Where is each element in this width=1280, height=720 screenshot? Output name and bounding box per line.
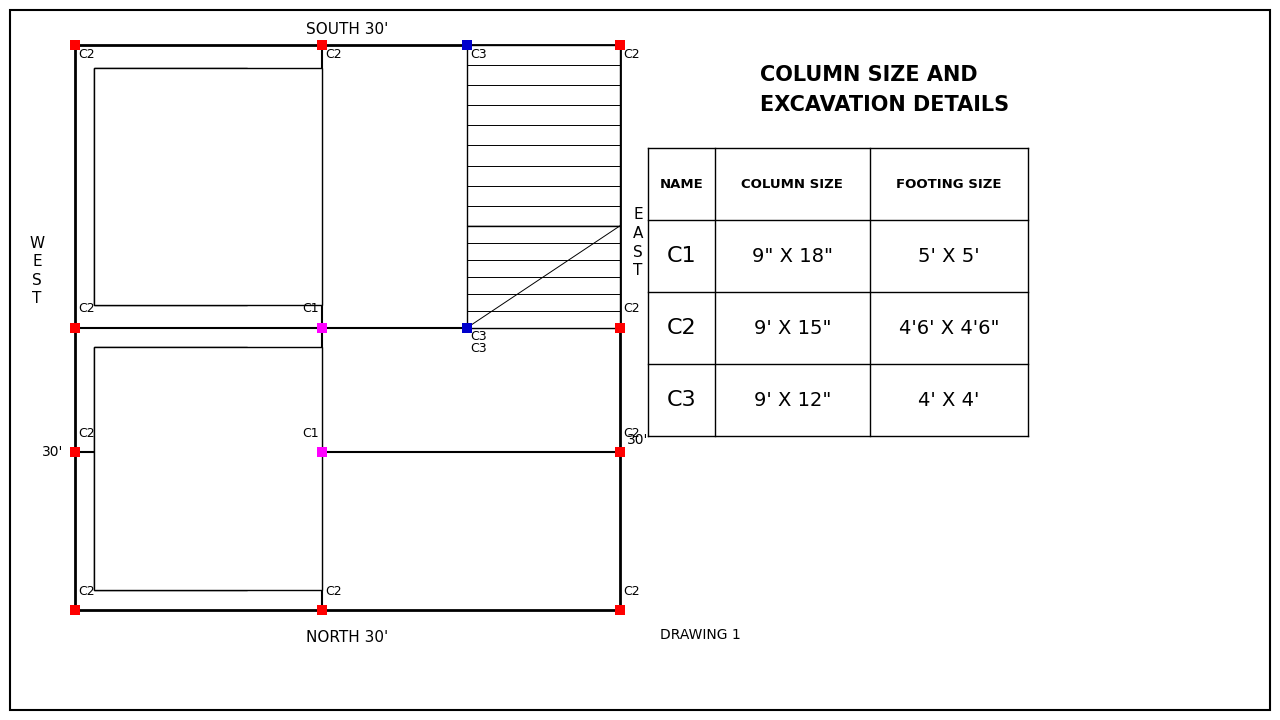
- Text: DRAWING 1: DRAWING 1: [660, 628, 741, 642]
- Text: C2: C2: [78, 427, 95, 440]
- Bar: [614, 447, 625, 456]
- Text: COLUMN SIZE AND: COLUMN SIZE AND: [760, 65, 978, 85]
- Text: 9" X 18": 9" X 18": [751, 246, 833, 266]
- Text: C2: C2: [78, 585, 95, 598]
- Bar: [317, 323, 326, 333]
- Bar: [70, 40, 79, 50]
- Text: 9' X 12": 9' X 12": [754, 390, 831, 410]
- Text: C2: C2: [78, 48, 95, 61]
- Bar: [467, 226, 620, 328]
- Text: NORTH 30': NORTH 30': [306, 630, 389, 645]
- Text: 30': 30': [42, 445, 64, 459]
- Text: EXCAVATION DETAILS: EXCAVATION DETAILS: [760, 95, 1009, 115]
- Text: 5' X 5': 5' X 5': [918, 246, 980, 266]
- Text: 9' X 15": 9' X 15": [754, 318, 831, 338]
- Text: C3: C3: [471, 330, 486, 343]
- Text: 4'6' X 4'6": 4'6' X 4'6": [899, 318, 1000, 338]
- Text: C2: C2: [325, 585, 342, 598]
- Text: E
A
S
T: E A S T: [632, 207, 643, 278]
- Text: C3: C3: [667, 390, 696, 410]
- Text: COLUMN SIZE: COLUMN SIZE: [741, 178, 844, 191]
- Bar: [462, 40, 472, 50]
- Text: W
E
S
T: W E S T: [29, 235, 45, 307]
- Bar: [70, 323, 79, 333]
- Text: C2: C2: [623, 48, 640, 61]
- Bar: [93, 347, 247, 590]
- Bar: [70, 447, 79, 456]
- Text: 4' X 4': 4' X 4': [919, 390, 979, 410]
- Text: C3: C3: [471, 48, 486, 61]
- Text: C2: C2: [78, 302, 95, 315]
- Text: C1: C1: [302, 427, 319, 440]
- Text: C2: C2: [623, 302, 640, 315]
- Text: C2: C2: [623, 427, 640, 440]
- Text: C3: C3: [471, 341, 486, 354]
- Bar: [317, 447, 326, 456]
- Bar: [76, 45, 620, 610]
- Text: C2: C2: [623, 585, 640, 598]
- Text: C1: C1: [302, 302, 319, 315]
- Text: C1: C1: [667, 246, 696, 266]
- Text: FOOTING SIZE: FOOTING SIZE: [896, 178, 1002, 191]
- Text: C2: C2: [667, 318, 696, 338]
- Bar: [317, 605, 326, 615]
- Bar: [70, 605, 79, 615]
- Bar: [614, 605, 625, 615]
- Bar: [93, 347, 321, 590]
- Bar: [93, 68, 321, 305]
- Text: SOUTH 30': SOUTH 30': [306, 22, 389, 37]
- Bar: [614, 323, 625, 333]
- Bar: [614, 40, 625, 50]
- Bar: [93, 68, 247, 305]
- Bar: [467, 45, 620, 226]
- Text: NAME: NAME: [659, 178, 703, 191]
- Text: C2: C2: [325, 48, 342, 61]
- Bar: [462, 323, 472, 333]
- Bar: [317, 40, 326, 50]
- Text: 30': 30': [627, 433, 649, 448]
